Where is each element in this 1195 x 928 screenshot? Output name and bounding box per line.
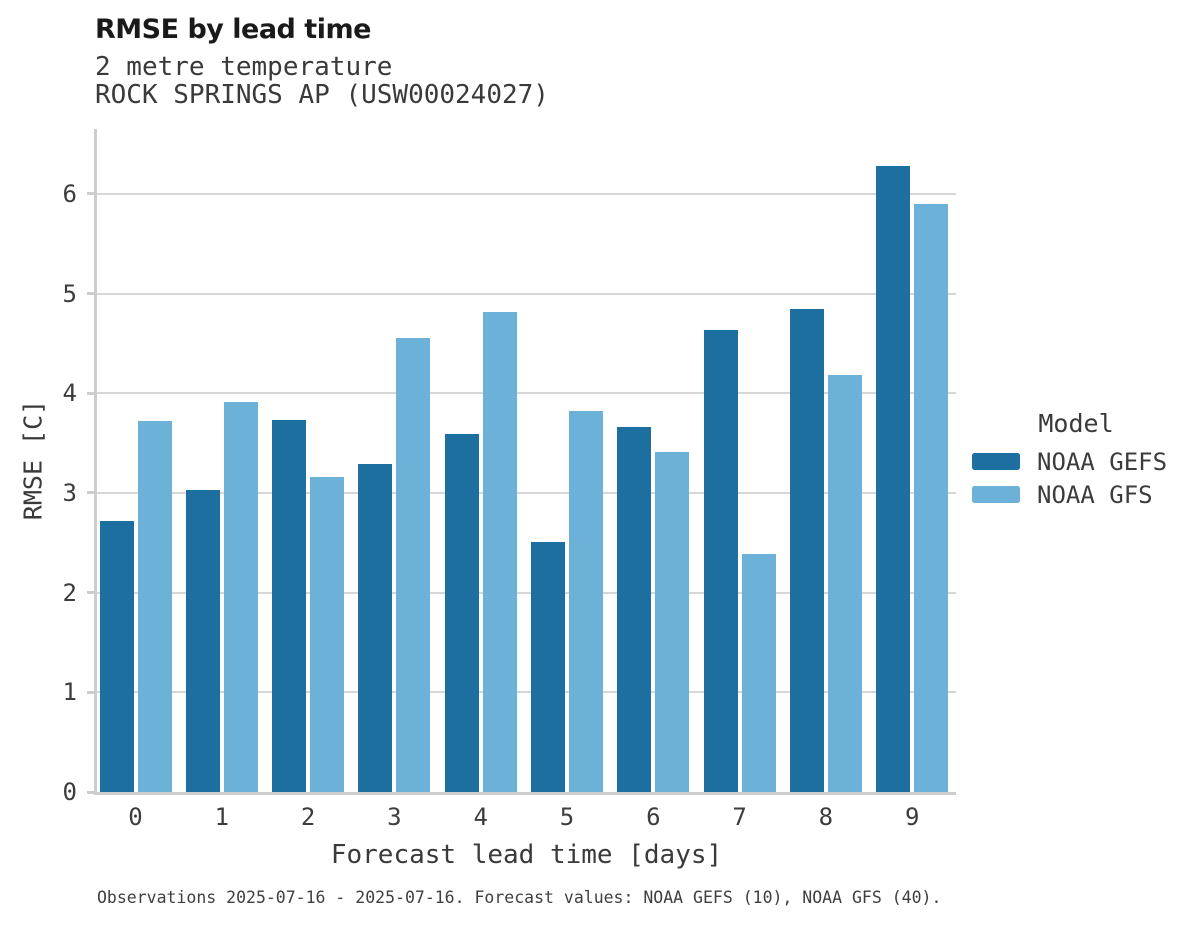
x-tick-label: 3 [387,803,402,831]
x-tick-label: 8 [818,803,834,831]
bar-gefs-lead-3 [358,464,393,792]
chart-station-subtitle: ROCK SPRINGS AP (USW00024027) [95,80,549,110]
bar-gefs-lead-9 [876,165,911,792]
bar-gefs-lead-8 [789,309,824,792]
bar-gfs-lead-7 [741,553,776,792]
x-tick-label: 2 [300,803,316,831]
x-axis-title: Forecast lead time [days] [330,840,723,870]
x-tick-label: 7 [732,803,747,831]
bar-gfs-lead-0 [137,421,172,792]
x-tick-label: 6 [646,803,661,831]
y-tick-mark-6 [87,192,94,196]
legend-item-gefs: NOAA GEFS [972,447,1180,476]
y-tick-mark-0 [87,790,94,794]
bar-gfs-lead-2 [310,476,345,792]
bar-gefs-lead-0 [99,520,134,792]
bar-gfs-lead-8 [827,375,862,792]
gridline-y-1 [97,691,956,694]
gridline-y-5 [97,292,956,295]
y-tick-label: 5 [62,279,77,308]
y-tick-label: 4 [62,379,77,408]
gridline-y-4 [97,392,956,395]
x-tick-label: 0 [128,803,143,831]
plot-panel: 0 1 2 3 4 5 6 0 1 2 3 4 5 6 7 8 9 [63,129,956,829]
chart-title: RMSE by lead time [95,14,371,45]
bar-gefs-lead-5 [531,541,565,792]
y-tick-label: 0 [62,778,77,806]
chart-subtitle: 2 metre temperature [95,52,393,82]
bar-gfs-lead-6 [655,452,690,792]
bar-gfs-lead-5 [569,411,603,792]
bar-gefs-lead-1 [185,489,220,792]
gridline-y-2 [97,591,956,594]
bar-gfs-lead-4 [482,312,517,792]
chart-header: RMSE by lead time 2 metre temperature RO… [95,14,549,109]
y-axis-spine [94,129,97,795]
legend-item-gfs: NOAA GFS [972,480,1180,509]
y-tick-label: 6 [62,179,77,208]
x-tick-label: 1 [214,803,230,831]
bar-gefs-lead-6 [617,427,652,792]
x-tick-label: 4 [473,803,488,831]
gridline-y-6 [97,192,956,195]
bar-gfs-lead-9 [914,203,949,792]
legend-item-label: NOAA GEFS [1037,447,1168,476]
bar-gfs-lead-1 [223,402,258,792]
x-axis-spine [94,792,956,795]
legend-title: Model [1038,409,1114,438]
legend: Model NOAA GEFS NOAA GFS [972,410,1180,515]
bar-gefs-lead-4 [444,434,479,792]
y-tick-label: 1 [62,678,77,707]
bar-gefs-lead-7 [703,330,738,792]
y-tick-mark-1 [87,690,94,694]
gfs-swatch-icon [972,486,1020,503]
y-tick-mark-2 [87,591,94,595]
gridline-y-3 [97,491,956,494]
y-tick-mark-3 [87,491,94,495]
x-tick-label: 5 [559,803,575,831]
bar-gfs-lead-3 [396,338,431,792]
legend-item-label: NOAA GFS [1037,480,1153,509]
y-tick-mark-4 [87,391,94,395]
x-tick-label: 9 [904,803,920,831]
y-tick-label: 3 [62,478,77,507]
bar-gefs-lead-2 [272,420,307,792]
y-tick-label: 2 [62,578,77,607]
footer-caption: Observations 2025-07-16 - 2025-07-16. Fo… [97,888,942,907]
gefs-swatch-icon [972,453,1020,470]
y-tick-mark-5 [87,292,94,296]
